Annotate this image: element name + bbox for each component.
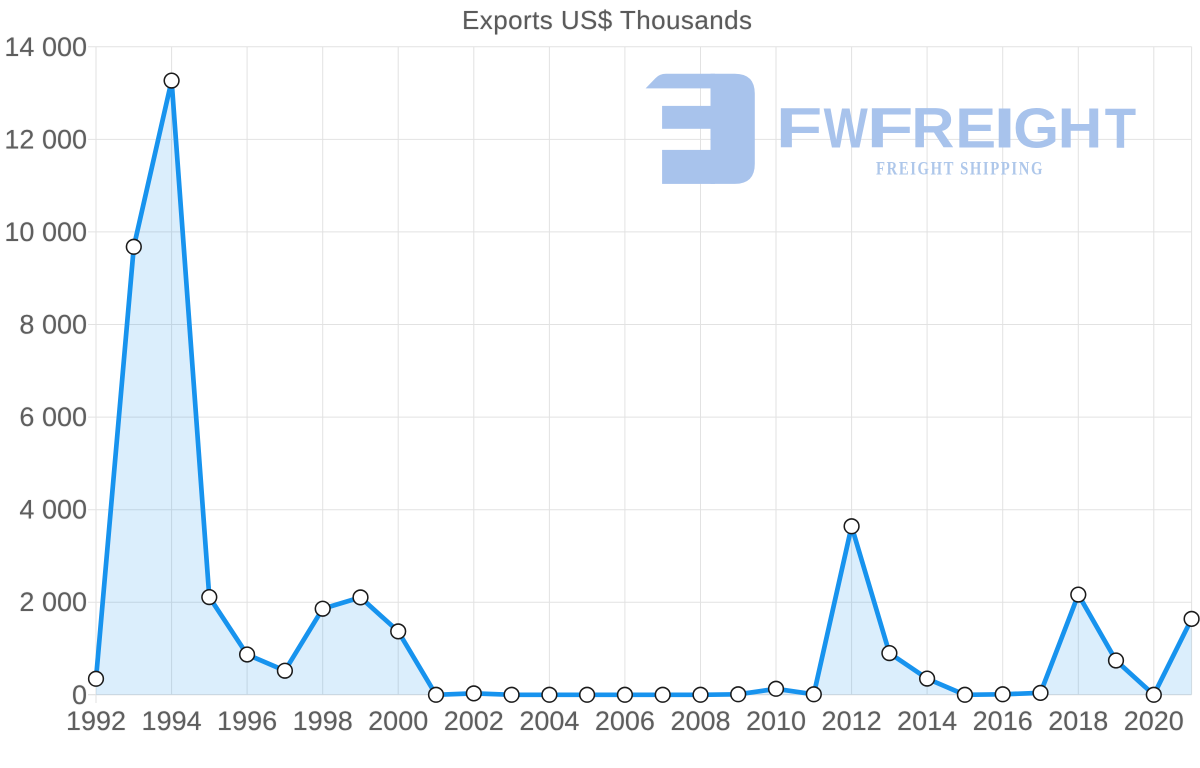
svg-text:F: F xyxy=(867,97,914,160)
svg-text:G: G xyxy=(1013,98,1059,161)
svg-text:2 000: 2 000 xyxy=(19,587,87,617)
svg-text:1994: 1994 xyxy=(142,706,202,736)
svg-text:2012: 2012 xyxy=(822,706,882,736)
svg-text:F: F xyxy=(776,97,823,160)
svg-text:2006: 2006 xyxy=(595,706,655,736)
svg-text:2020: 2020 xyxy=(1124,706,1184,736)
svg-text:2010: 2010 xyxy=(746,706,806,736)
svg-text:1998: 1998 xyxy=(293,706,353,736)
svg-text:2018: 2018 xyxy=(1048,706,1108,736)
svg-text:0: 0 xyxy=(72,680,87,710)
svg-text:2002: 2002 xyxy=(444,706,504,736)
svg-text:2008: 2008 xyxy=(670,706,730,736)
svg-text:1992: 1992 xyxy=(66,706,126,736)
svg-text:Exports US$ Thousands: Exports US$ Thousands xyxy=(462,5,752,35)
svg-text:R: R xyxy=(911,97,954,160)
svg-text:FREIGHT SHIPPING: FREIGHT SHIPPING xyxy=(876,160,1044,180)
svg-text:1996: 1996 xyxy=(217,706,277,736)
svg-text:E: E xyxy=(955,98,996,160)
svg-text:8 000: 8 000 xyxy=(19,310,87,340)
svg-text:2016: 2016 xyxy=(973,706,1033,736)
svg-text:2004: 2004 xyxy=(519,706,579,736)
svg-text:6 000: 6 000 xyxy=(19,402,87,432)
svg-text:I: I xyxy=(993,97,1015,160)
svg-text:T: T xyxy=(1105,97,1136,160)
svg-text:H: H xyxy=(1058,96,1103,160)
svg-text:2014: 2014 xyxy=(897,706,957,736)
svg-text:14 000: 14 000 xyxy=(4,32,87,62)
svg-text:10 000: 10 000 xyxy=(4,217,87,247)
svg-text:W: W xyxy=(824,97,868,160)
svg-text:4 000: 4 000 xyxy=(19,495,87,525)
svg-text:12 000: 12 000 xyxy=(4,124,87,154)
svg-text:2000: 2000 xyxy=(368,706,428,736)
